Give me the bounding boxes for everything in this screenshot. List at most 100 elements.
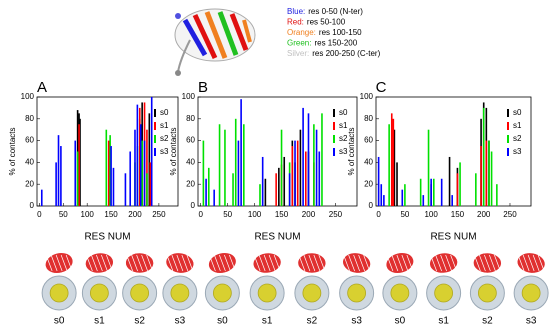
color-word: Silver:	[287, 49, 309, 58]
contact-bar	[136, 104, 139, 206]
contact-bar	[427, 129, 430, 206]
y-tick-label: 60	[364, 136, 373, 145]
contact-bar	[401, 189, 404, 206]
legend-line: Orange: res 100-150	[287, 28, 362, 37]
snapshot	[122, 252, 158, 311]
color-word: Orange:	[287, 28, 316, 37]
strand	[176, 254, 184, 272]
y-tick-label: 60	[25, 136, 34, 145]
contact-bar	[234, 118, 237, 206]
range-text: res 200-250 (C-ter)	[312, 49, 380, 58]
legend-line: Blue: res 0-50 (N-ter)	[287, 7, 363, 16]
legend-label: s3	[160, 147, 169, 156]
x-tick-label: 100	[81, 210, 95, 219]
legend-label: s3	[513, 147, 522, 156]
contact-bar	[134, 129, 136, 206]
snapshot	[426, 252, 462, 311]
color-word: Red:	[287, 18, 304, 27]
strand	[517, 254, 525, 272]
x-tick-label: 150	[451, 210, 465, 219]
x-tick-label: 200	[302, 210, 316, 219]
y-tick-label: 60	[186, 136, 195, 145]
y-tick-label: 40	[364, 158, 373, 167]
snapshot-label: s0	[217, 316, 228, 327]
contact-bar	[74, 140, 77, 206]
contact-bar	[377, 156, 380, 206]
contact-bar	[482, 107, 485, 206]
contact-bar	[313, 124, 315, 206]
x-tick-label: 50	[59, 210, 68, 219]
contact-bar	[459, 162, 461, 206]
y-tick-label: 100	[21, 92, 35, 101]
legend-line: Red: res 50-100	[287, 18, 346, 27]
x-tick-label: 0	[198, 210, 203, 219]
x-tick-label: 250	[329, 210, 343, 219]
strand	[219, 254, 226, 272]
micelle-core	[390, 283, 410, 303]
micelle-core	[477, 283, 497, 303]
x-tick-label: 50	[400, 210, 409, 219]
contact-bar	[240, 99, 242, 206]
x-tick-label: 150	[104, 210, 118, 219]
strand	[131, 254, 138, 272]
contact-bar	[422, 195, 425, 206]
strand	[96, 254, 103, 272]
y-tick-label: 40	[186, 158, 195, 167]
legend-swatch	[333, 135, 335, 143]
x-tick-label: 200	[128, 210, 142, 219]
legend-label: s1	[160, 121, 169, 130]
y-tick-label: 100	[182, 92, 196, 101]
x-tick-label: 100	[248, 210, 262, 219]
strand	[166, 254, 174, 272]
contact-bar	[304, 151, 307, 206]
y-axis-label: % of contacts	[347, 127, 356, 175]
contact-bar	[294, 140, 296, 206]
strand	[479, 254, 486, 272]
contact-bar	[218, 124, 221, 206]
strand	[91, 254, 98, 272]
contact-bar	[480, 146, 482, 206]
x-axis-label: RES NUM	[430, 232, 476, 243]
snapshot	[513, 252, 549, 311]
legend-label: s1	[513, 121, 522, 130]
legend-label: s2	[513, 134, 522, 143]
micelle-core	[130, 283, 150, 303]
contact-bar	[275, 173, 277, 206]
color-word: Green:	[287, 39, 311, 48]
strand	[391, 254, 399, 272]
x-tick-label: 100	[424, 210, 438, 219]
contact-bar	[261, 156, 264, 206]
strand	[522, 254, 530, 272]
strand	[396, 254, 404, 272]
snapshot	[162, 252, 198, 311]
contact-bar	[139, 124, 142, 206]
legend-swatch	[507, 135, 509, 143]
contact-bar	[237, 140, 240, 206]
legend-line: Green: res 150-200	[287, 39, 358, 48]
strand	[86, 254, 93, 272]
strand	[527, 254, 535, 272]
strand	[181, 254, 189, 272]
snapshot	[339, 252, 375, 311]
strand	[50, 254, 58, 272]
micelle-core	[347, 283, 367, 303]
strand	[298, 254, 306, 272]
strand	[532, 254, 540, 272]
micelle-core	[434, 283, 454, 303]
snapshot-label: s3	[351, 316, 362, 327]
contact-bar	[232, 173, 234, 206]
y-tick-label: 0	[191, 201, 196, 210]
snapshot	[41, 252, 77, 311]
charts: A % of contacts RES NUM 0 20 40 60 80 100 0 50 100 1…	[8, 79, 549, 327]
y-tick-label: 100	[360, 92, 374, 101]
color-legend: Blue: res 0-50 (N-ter) Red: res 50-100Orang…	[287, 7, 381, 58]
contact-bar	[430, 178, 432, 206]
strand	[308, 254, 316, 272]
legend-swatch	[507, 109, 509, 117]
legend-swatch	[154, 135, 156, 143]
legend-swatch	[333, 122, 335, 130]
contact-bar	[485, 140, 488, 206]
micelle-core	[257, 283, 277, 303]
color-word: Blue:	[287, 7, 305, 16]
